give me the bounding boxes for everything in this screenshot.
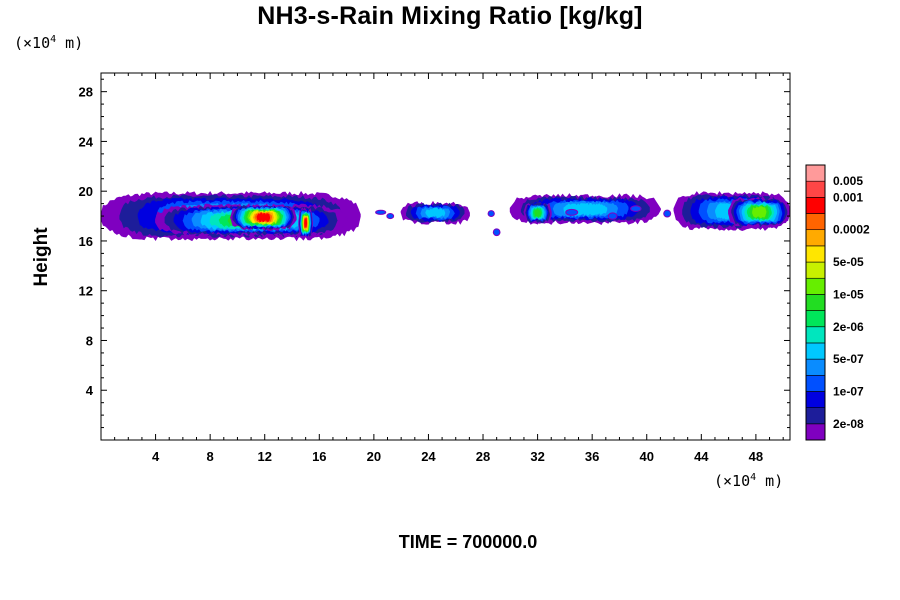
colorbar-label-2: 5e-07 — [833, 352, 864, 366]
y-tick-label-4: 4 — [86, 383, 94, 398]
colorbar-band-14 — [805, 197, 826, 214]
colorbar-band-12 — [805, 229, 826, 247]
y-unit-suffix: m) — [56, 34, 84, 52]
contour-field — [101, 190, 790, 242]
x-tick-label-12: 12 — [257, 449, 271, 464]
y-tick-label-28: 28 — [79, 85, 93, 100]
colorbar-label-5: 5e-05 — [833, 255, 864, 269]
contour-fragment-4 — [565, 208, 579, 216]
colorbar-band-1 — [805, 407, 826, 425]
colorbar-band-2 — [805, 391, 826, 408]
contour-f2-lv14 — [256, 212, 271, 223]
x-tick-label-32: 32 — [530, 449, 544, 464]
chart-title: NH3-s-Rain Mixing Ratio [kg/kg] — [257, 2, 643, 30]
x-unit-suffix: m) — [756, 472, 784, 490]
colorbar-label-3: 2e-06 — [833, 320, 864, 334]
x-tick-label-16: 16 — [312, 449, 326, 464]
y-unit-prefix: (×10 — [14, 34, 51, 52]
x-tick-label-40: 40 — [640, 449, 654, 464]
colorbar-band-10 — [805, 261, 826, 279]
contour-fragment-2 — [487, 210, 495, 218]
contour-fragment-0 — [375, 209, 387, 215]
colorbar-band-3 — [805, 374, 826, 392]
x-tick-label-4: 4 — [152, 449, 160, 464]
x-tick-label-24: 24 — [421, 449, 436, 464]
contour-fragment-6 — [630, 205, 642, 212]
colorbar-label-6: 0.0002 — [833, 223, 870, 237]
colorbar-band-9 — [805, 277, 826, 295]
colorbar-band-4 — [805, 358, 826, 376]
y-tick-label-8: 8 — [86, 333, 93, 348]
colorbar-label-4: 1e-05 — [833, 287, 864, 301]
contour-fragment-1 — [386, 212, 395, 220]
time-label: TIME = 700000.0 — [398, 532, 538, 552]
contour-fragment-3 — [492, 228, 501, 237]
colorbar-band-6 — [805, 326, 826, 344]
colorbar-band-16 — [805, 164, 826, 182]
y-unit-exponent: 4 — [50, 34, 57, 45]
colorbar-label-1: 1e-07 — [833, 384, 864, 398]
x-tick-label-28: 28 — [476, 449, 490, 464]
colorbar-band-13 — [805, 213, 826, 231]
x-tick-label-44: 44 — [694, 449, 709, 464]
colorbar-band-5 — [805, 342, 826, 360]
y-tick-label-24: 24 — [79, 134, 94, 149]
plot-frame — [100, 72, 791, 441]
contour-fragment-5 — [607, 212, 618, 220]
x-tick-label-36: 36 — [585, 449, 599, 464]
colorbar-band-7 — [805, 310, 826, 328]
colorbar-band-8 — [805, 294, 826, 311]
colorbar-label-8: 0.005 — [833, 174, 863, 188]
contour-f8-lv9 — [752, 206, 767, 219]
contour-fragment-7 — [663, 209, 672, 218]
colorbar-band-11 — [805, 245, 826, 263]
y-tick-label-20: 20 — [79, 184, 93, 199]
contour-f3-lv14 — [304, 217, 308, 229]
y-tick-label-12: 12 — [79, 284, 93, 299]
x-tick-label-20: 20 — [367, 449, 381, 464]
x-axis-unit: (×104 m) — [714, 472, 783, 490]
y-axis-unit: (×104 m) — [14, 34, 83, 52]
x-unit-exponent: 4 — [750, 472, 757, 483]
x-tick-label-8: 8 — [207, 449, 214, 464]
y-tick-label-16: 16 — [79, 234, 93, 249]
x-tick-label-48: 48 — [749, 449, 763, 464]
contour-f4-lv5 — [425, 207, 446, 219]
colorbar-band-0 — [805, 423, 826, 441]
colorbar-band-15 — [805, 180, 826, 198]
colorbar-label-0: 2e-08 — [833, 417, 864, 431]
colorbar-label-7: 0.001 — [833, 190, 863, 204]
x-unit-prefix: (×10 — [714, 472, 751, 490]
contour-f6-lv8 — [534, 209, 541, 218]
colorbar-frame — [805, 164, 826, 441]
